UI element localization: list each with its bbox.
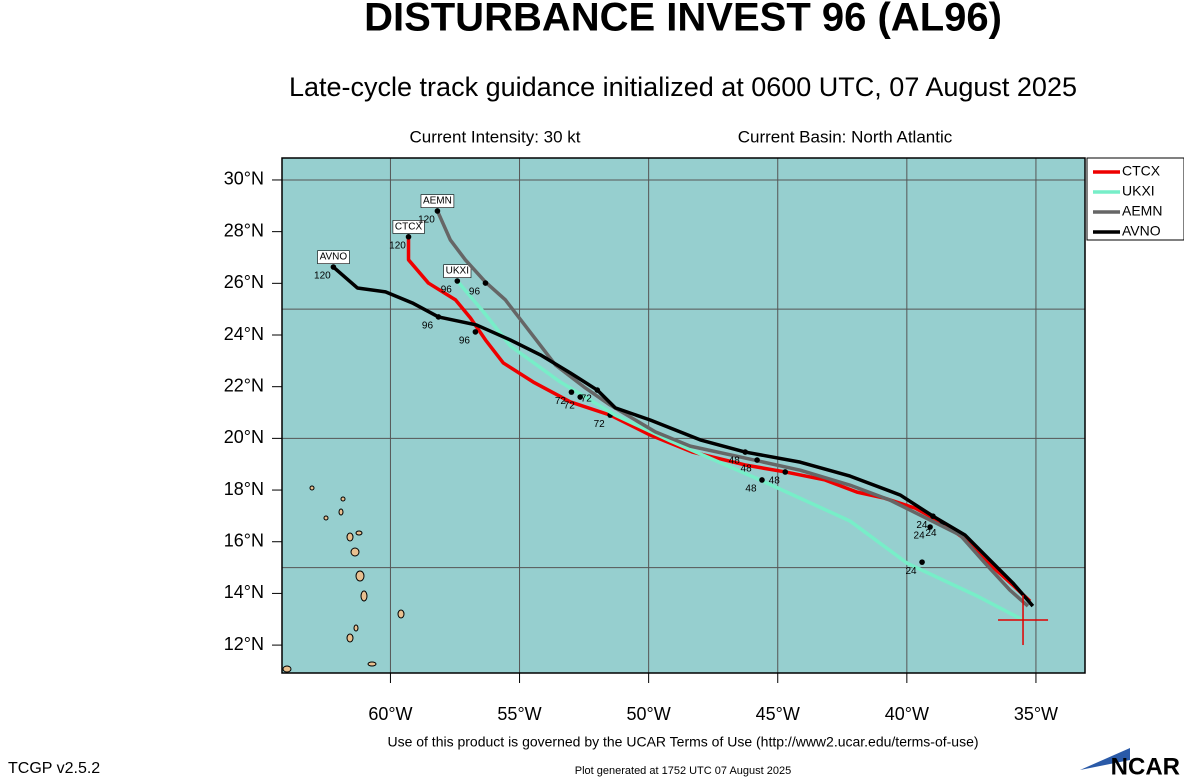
track-marker	[330, 264, 337, 270]
legend-label: CTCX	[1122, 163, 1161, 179]
marker-label: 48	[769, 476, 781, 487]
x-tick-label: 35°W	[1014, 704, 1058, 724]
track-marker	[782, 469, 789, 475]
marker-label: 72	[564, 401, 576, 412]
y-tick-label: 12°N	[224, 634, 264, 654]
chart-subtitle: Late-cycle track guidance initialized at…	[289, 72, 1077, 102]
legend-label: UKXI	[1122, 183, 1155, 199]
y-tick-label: 18°N	[224, 479, 264, 499]
track-marker	[742, 449, 749, 455]
y-tick-label: 20°N	[224, 427, 264, 447]
marker-label: 72	[594, 419, 606, 430]
plot-frame	[281, 157, 1086, 674]
marker-label: 96	[459, 336, 471, 347]
chart-title: DISTURBANCE INVEST 96 (AL96)	[364, 0, 1002, 40]
marker-label: 48	[745, 484, 757, 495]
y-tick-label: 26°N	[224, 272, 264, 292]
y-tick-label: 24°N	[224, 324, 264, 344]
marker-label: 24	[914, 531, 926, 542]
marker-label: 96	[441, 285, 453, 296]
track-marker	[754, 457, 760, 463]
logo-text: NCAR	[1111, 753, 1180, 780]
marker-label: 96	[422, 321, 434, 332]
y-tick-label: 14°N	[224, 582, 264, 602]
ocean	[282, 158, 1085, 673]
x-tick-label: 50°W	[627, 704, 671, 724]
track-marker	[435, 314, 442, 320]
marker-label: 120	[418, 215, 435, 226]
track-end-label: UKXI	[446, 266, 469, 277]
x-tick-label: 45°W	[756, 704, 800, 724]
y-tick-label: 28°N	[224, 220, 264, 240]
marker-label: 120	[314, 271, 331, 282]
x-tick-label: 55°W	[497, 704, 541, 724]
track-marker	[927, 524, 933, 530]
marker-label: 24	[906, 566, 918, 577]
track-end-box	[420, 194, 455, 208]
track-marker	[434, 208, 441, 214]
marker-label: 120	[389, 240, 406, 251]
track-marker	[919, 559, 925, 565]
track-end-label: AVNO	[320, 252, 348, 263]
marker-label: 24	[925, 528, 937, 539]
track-marker	[930, 513, 936, 519]
track-marker	[568, 389, 575, 395]
logo: NCAR	[1080, 748, 1180, 780]
intensity: Current Intensity: 30 kt	[409, 127, 580, 146]
marker-label: 96	[469, 287, 481, 298]
track-line	[332, 265, 1035, 608]
basin: Current Basin: North Atlantic	[738, 127, 953, 146]
y-tick-label: 30°N	[224, 169, 264, 189]
marker-label: 72	[581, 394, 593, 405]
footer: Use of this product is governed by the U…	[387, 734, 978, 750]
track-end-label: CTCX	[395, 221, 423, 232]
marker-label: 72	[555, 396, 567, 407]
track-end-label: AEMN	[423, 196, 452, 207]
track-marker	[577, 394, 584, 400]
track-marker	[759, 477, 765, 483]
track-marker	[405, 234, 412, 240]
y-tick-label: 22°N	[224, 375, 264, 395]
version: TCGP v2.5.2	[8, 760, 100, 777]
legend-label: AVNO	[1122, 223, 1161, 239]
track-end-box	[317, 250, 350, 264]
x-tick-label: 40°W	[885, 704, 929, 724]
marker-label: 48	[729, 456, 741, 467]
track-end-box	[392, 220, 425, 234]
generated: Plot generated at 1752 UTC 07 August 202…	[575, 765, 792, 777]
track-marker	[454, 278, 461, 284]
track-marker	[594, 387, 601, 393]
track-end-box	[443, 264, 472, 278]
x-tick-label: 60°W	[368, 704, 412, 724]
islands	[282, 485, 405, 673]
track-marker	[472, 329, 479, 335]
track-line	[435, 210, 1030, 608]
track-marker	[482, 280, 489, 286]
legend-label: AEMN	[1122, 203, 1162, 219]
marker-label: 48	[741, 464, 753, 475]
marker-label: 24	[916, 520, 928, 531]
y-tick-label: 16°N	[224, 530, 264, 550]
